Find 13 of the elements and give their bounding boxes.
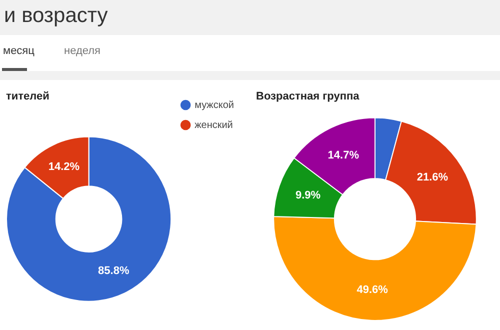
data-label: 21.6% bbox=[416, 171, 448, 184]
legend-label: женский bbox=[194, 120, 233, 131]
data-label: 14.2% bbox=[48, 161, 80, 174]
data-label: 49.6% bbox=[356, 284, 388, 296]
data-label: 9.9% bbox=[295, 190, 321, 202]
chart-title: тителей bbox=[6, 90, 50, 103]
data-label: 85.8% bbox=[98, 265, 130, 278]
text: неделя bbox=[64, 45, 100, 57]
text: и возрасту bbox=[0, 0, 500, 35]
data-label: 14.7% bbox=[328, 150, 360, 162]
text: месяц bbox=[3, 45, 34, 57]
legend-label: мужской bbox=[194, 100, 234, 111]
chart-title: Возрастная группа bbox=[256, 90, 360, 103]
